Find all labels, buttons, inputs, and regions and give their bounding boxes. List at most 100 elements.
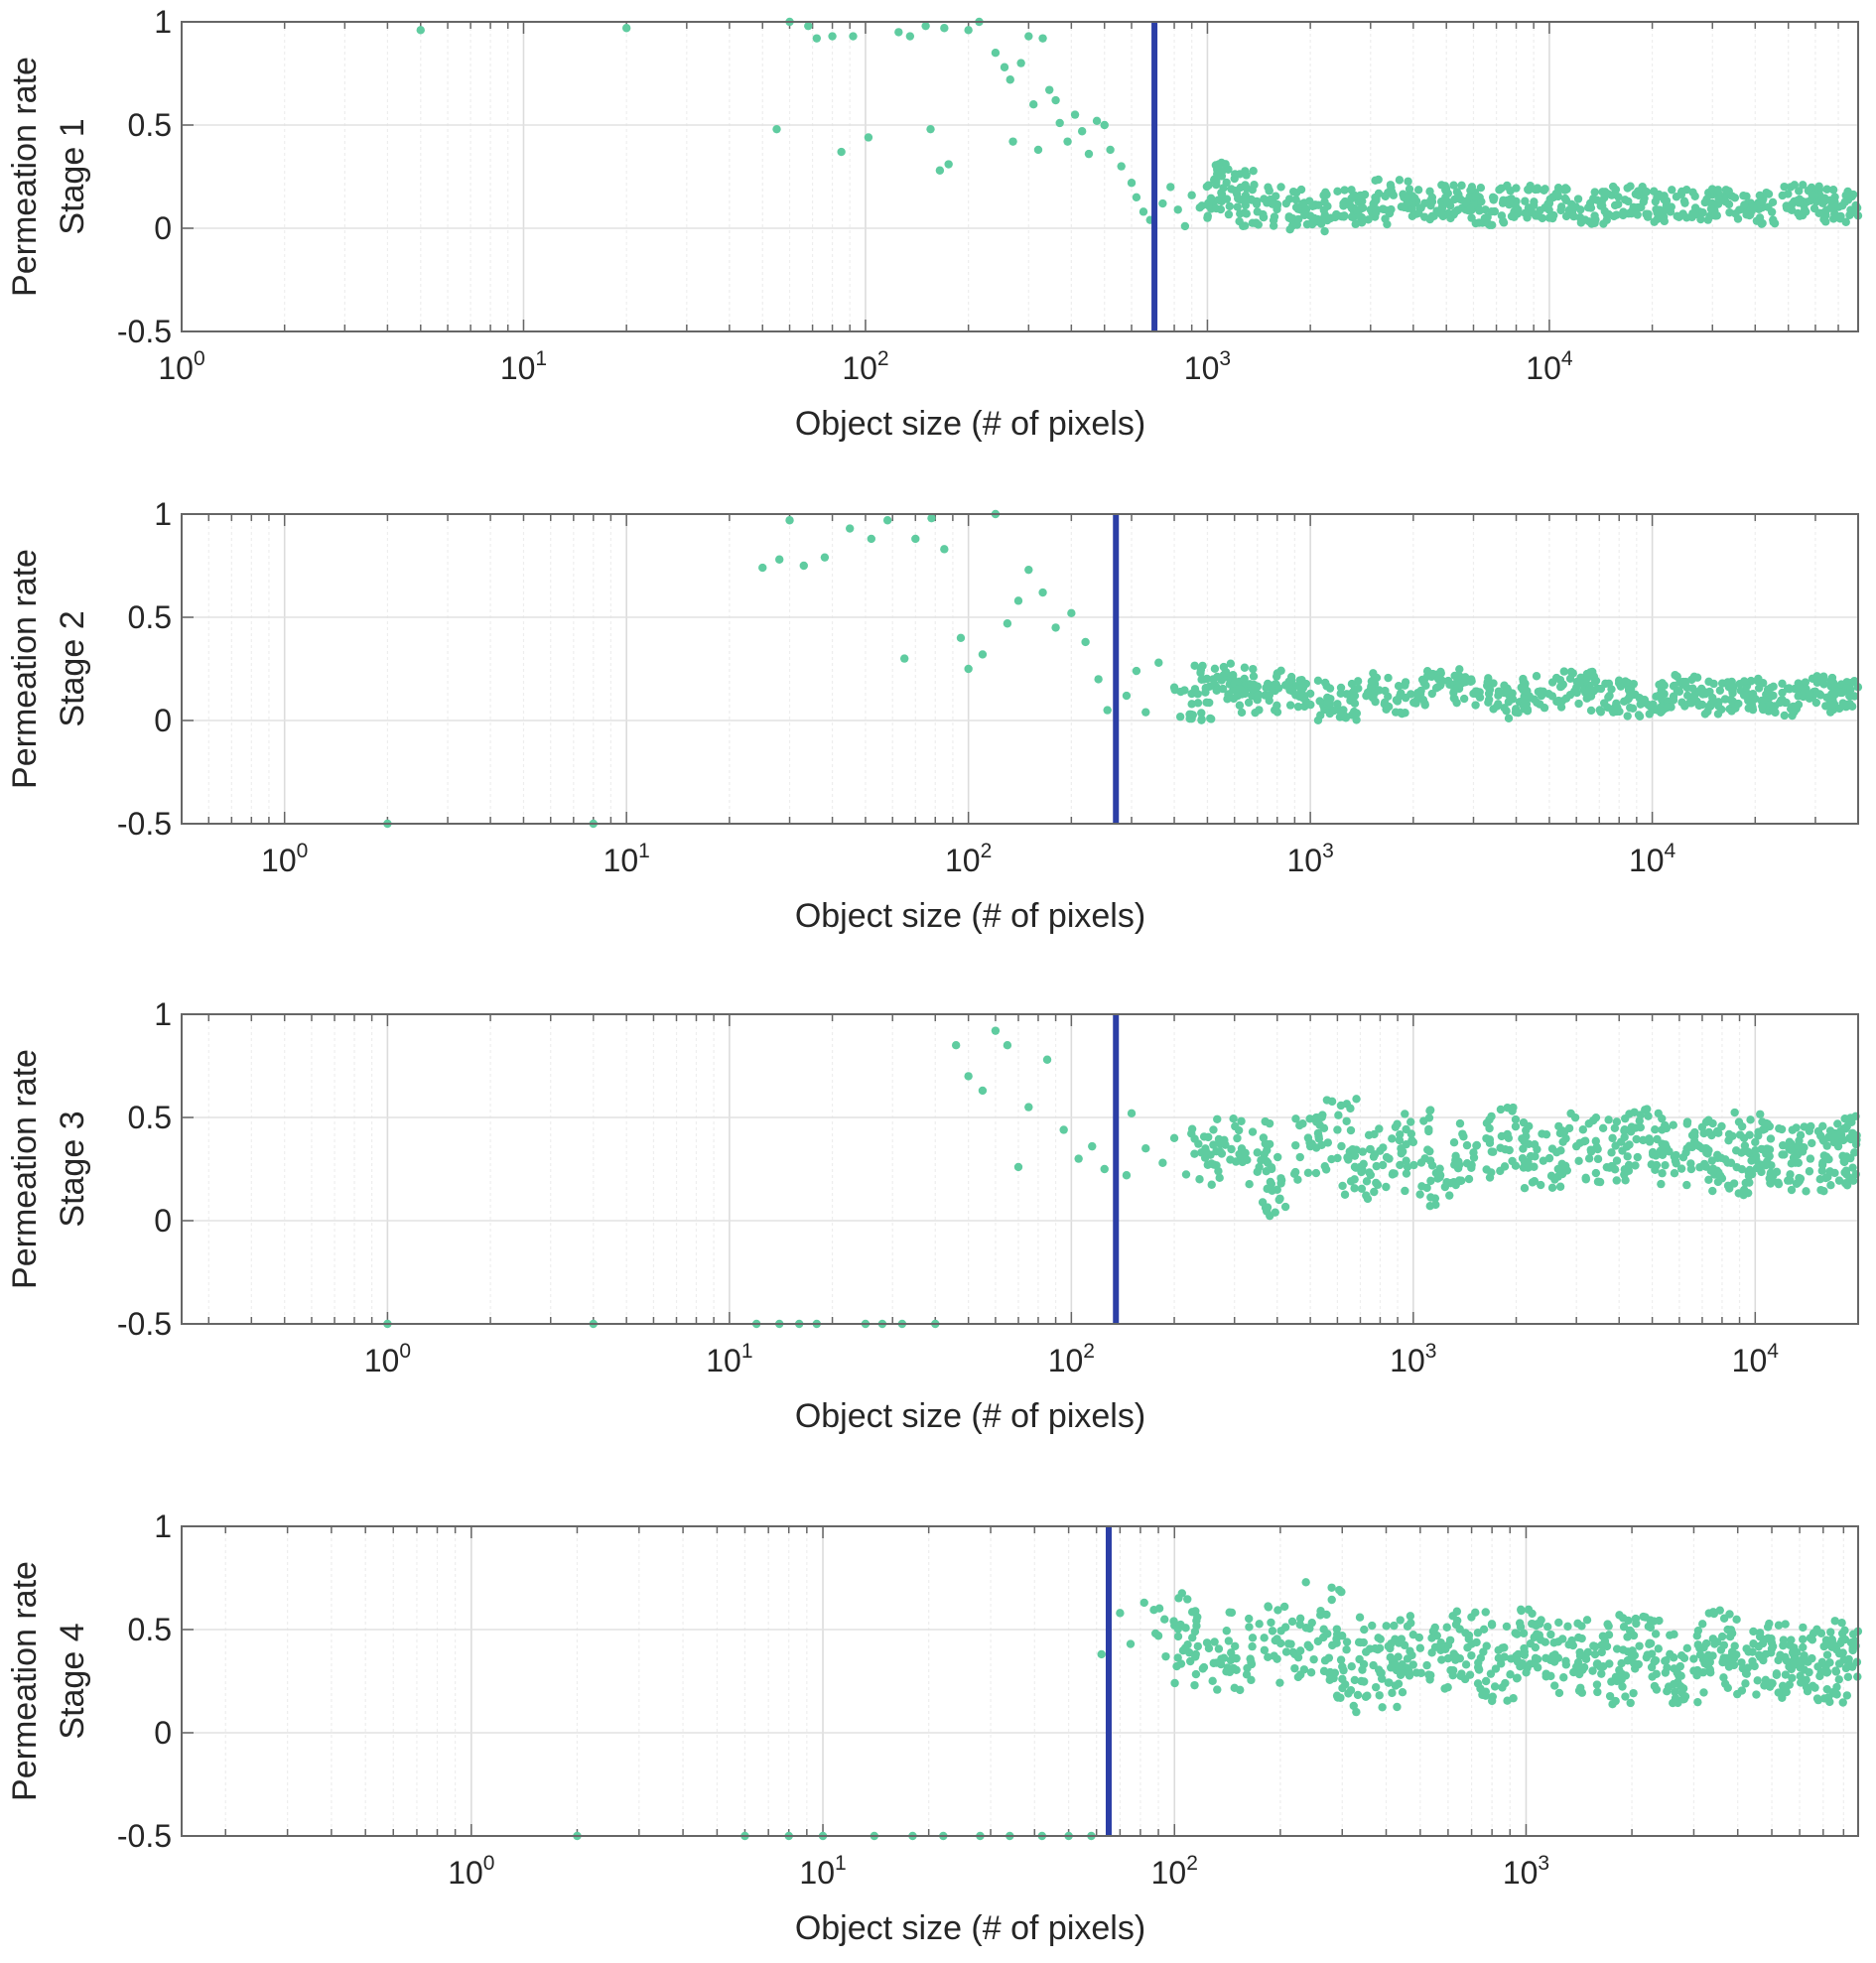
scatter-point	[1303, 1168, 1313, 1177]
scatter-point	[1347, 212, 1357, 221]
scatter-point	[1407, 690, 1415, 699]
scatter-point	[1233, 1133, 1242, 1143]
scatter-point	[1819, 1187, 1828, 1196]
scatter-point	[1603, 1620, 1612, 1629]
scatter-point	[1433, 1174, 1442, 1183]
scatter-point	[772, 124, 781, 134]
scatter-point	[1657, 703, 1666, 712]
scatter-point	[1173, 205, 1182, 214]
scatter-point	[867, 534, 876, 544]
scatter-point	[1395, 176, 1405, 185]
scatter-point	[1284, 195, 1294, 203]
scatter-point	[1741, 1679, 1750, 1688]
scatter-point	[1651, 1125, 1660, 1134]
scatter-point	[1344, 1689, 1353, 1698]
scatter-point	[1408, 1630, 1417, 1639]
scatter-point	[1457, 181, 1466, 191]
scatter-point	[1660, 216, 1670, 226]
scatter-point	[1303, 1640, 1312, 1649]
scatter-point	[1732, 1615, 1741, 1625]
scatter-point	[1426, 1193, 1435, 1202]
scatter-series	[383, 509, 1863, 829]
scatter-point	[1668, 186, 1676, 195]
scatter-point	[1786, 705, 1796, 714]
x-axis-label: Object size (# of pixels)	[795, 1909, 1145, 1947]
scatter-point	[758, 563, 767, 573]
scatter-point	[1848, 1163, 1857, 1172]
scatter-point	[1473, 1662, 1483, 1672]
scatter-point	[1812, 1694, 1822, 1703]
scatter-point	[1103, 706, 1112, 715]
scatter-point	[1195, 1175, 1204, 1184]
scatter-point	[1244, 1614, 1254, 1624]
scatter-point	[1352, 205, 1361, 214]
scatter-point	[1316, 1607, 1325, 1616]
scatter-point	[1338, 1181, 1347, 1191]
scatter-point	[1275, 1678, 1284, 1687]
scatter-point	[1245, 1623, 1254, 1632]
scatter-point	[1799, 1623, 1808, 1633]
scatter-point	[1790, 181, 1800, 190]
scatter-point	[1592, 1680, 1602, 1689]
scatter-point	[1174, 1594, 1183, 1603]
scatter-point	[1689, 1654, 1698, 1663]
y-tick-label: 0.5	[128, 107, 172, 143]
scatter-point	[1650, 217, 1659, 226]
scatter-point	[1334, 1111, 1343, 1119]
scatter-point	[1302, 219, 1312, 229]
scatter-point	[1788, 711, 1797, 720]
scatter-point	[1273, 204, 1281, 214]
scatter-point	[1402, 1124, 1410, 1134]
scatter-point	[1614, 1674, 1624, 1683]
scatter-point	[1327, 1097, 1337, 1107]
scatter-point	[1533, 1144, 1541, 1154]
scatter-point	[1556, 205, 1565, 215]
scatter-point	[1024, 1103, 1033, 1112]
scatter-point	[1314, 1134, 1324, 1143]
scatter-point	[1388, 1688, 1397, 1698]
scatter-point	[1741, 1178, 1750, 1188]
scatter-point	[1445, 201, 1455, 210]
scatter-point	[1063, 137, 1072, 146]
scatter-point	[1722, 1653, 1731, 1662]
scatter-point	[1472, 1637, 1481, 1647]
scatter-point	[1619, 207, 1628, 216]
scatter-point	[1092, 116, 1102, 126]
scatter-point	[1213, 170, 1222, 179]
scatter-point	[1295, 1152, 1304, 1162]
scatter-point	[845, 524, 855, 533]
scatter-point	[1440, 182, 1450, 191]
scatter-point	[1672, 193, 1681, 201]
scatter-point	[1365, 1144, 1375, 1154]
scatter-point	[1240, 208, 1250, 217]
scatter-point	[940, 24, 949, 33]
scatter-point	[1206, 195, 1216, 203]
scatter-point	[1223, 695, 1232, 704]
scatter-point	[1467, 183, 1477, 192]
scatter-point	[1847, 1662, 1857, 1671]
scatter-point	[1808, 1138, 1816, 1148]
scatter-point	[1607, 1148, 1616, 1157]
scatter-point	[1704, 1115, 1713, 1124]
scatter-point	[1212, 180, 1221, 190]
scatter-point	[1658, 1169, 1667, 1178]
scatter-point	[1794, 1158, 1804, 1167]
scatter-point	[1209, 1125, 1218, 1134]
scatter-point	[1325, 698, 1334, 707]
scatter-point	[1827, 1635, 1836, 1644]
scatter-point	[1379, 204, 1389, 214]
scatter-point	[1645, 1639, 1654, 1649]
scatter-point	[1462, 1140, 1472, 1150]
scatter-point	[1255, 1620, 1264, 1629]
scatter-point	[1643, 212, 1653, 221]
scatter-point	[1591, 1168, 1601, 1178]
scatter-point	[1546, 1655, 1555, 1664]
scatter-point	[1682, 1643, 1691, 1653]
scatter-point	[1487, 1112, 1496, 1121]
y-tick-label: 0.5	[128, 1100, 172, 1135]
scatter-point	[1749, 1639, 1758, 1648]
scatter-point	[1756, 1110, 1765, 1118]
scatter-point	[416, 26, 425, 35]
scatter-point	[1746, 1115, 1755, 1124]
scatter-point	[1181, 1624, 1190, 1633]
